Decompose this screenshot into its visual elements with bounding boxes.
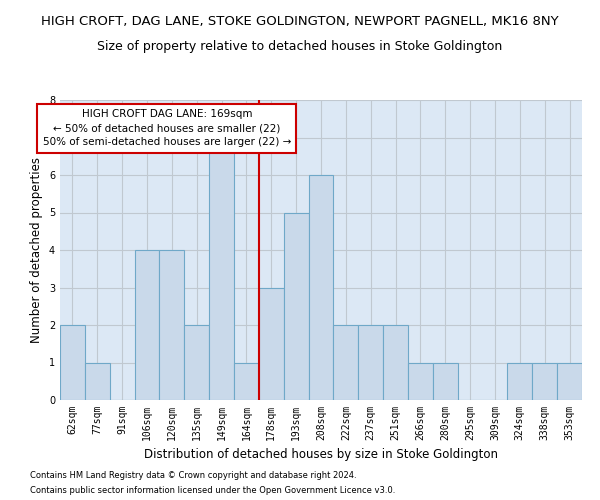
Bar	[60, 325, 85, 400]
Bar	[184, 325, 209, 400]
Bar	[408, 362, 433, 400]
Text: Contains HM Land Registry data © Crown copyright and database right 2024.: Contains HM Land Registry data © Crown c…	[30, 471, 356, 480]
Bar	[358, 325, 383, 400]
Bar	[234, 362, 259, 400]
Bar	[557, 362, 582, 400]
Bar	[383, 325, 408, 400]
Text: HIGH CROFT DAG LANE: 169sqm
← 50% of detached houses are smaller (22)
50% of sem: HIGH CROFT DAG LANE: 169sqm ← 50% of det…	[43, 110, 291, 148]
Bar	[259, 288, 284, 400]
Bar	[308, 175, 334, 400]
Bar	[85, 362, 110, 400]
Bar	[334, 325, 358, 400]
Text: Contains public sector information licensed under the Open Government Licence v3: Contains public sector information licen…	[30, 486, 395, 495]
Text: Size of property relative to detached houses in Stoke Goldington: Size of property relative to detached ho…	[97, 40, 503, 53]
Bar	[209, 138, 234, 400]
Text: HIGH CROFT, DAG LANE, STOKE GOLDINGTON, NEWPORT PAGNELL, MK16 8NY: HIGH CROFT, DAG LANE, STOKE GOLDINGTON, …	[41, 15, 559, 28]
Bar	[160, 250, 184, 400]
Bar	[433, 362, 458, 400]
Bar	[508, 362, 532, 400]
Y-axis label: Number of detached properties: Number of detached properties	[31, 157, 43, 343]
Bar	[284, 212, 308, 400]
X-axis label: Distribution of detached houses by size in Stoke Goldington: Distribution of detached houses by size …	[144, 448, 498, 462]
Bar	[134, 250, 160, 400]
Bar	[532, 362, 557, 400]
